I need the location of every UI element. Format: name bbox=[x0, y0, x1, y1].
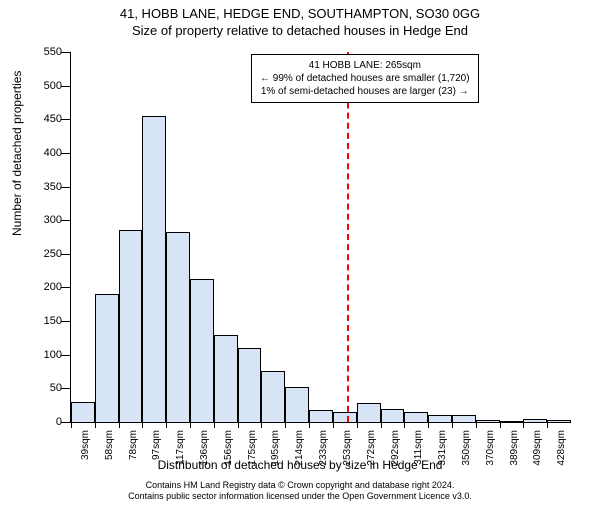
x-tick-label: 136sqm bbox=[199, 430, 210, 470]
attribution-text: Contains HM Land Registry data © Crown c… bbox=[0, 480, 600, 502]
x-tick bbox=[381, 422, 382, 428]
y-tick bbox=[61, 220, 71, 221]
x-tick-label: 253sqm bbox=[342, 430, 353, 470]
histogram-bar bbox=[404, 412, 428, 422]
x-tick bbox=[309, 422, 310, 428]
annotation-box: 41 HOBB LANE: 265sqm← 99% of detached ho… bbox=[251, 54, 479, 103]
histogram-bar bbox=[452, 415, 476, 422]
y-tick bbox=[61, 321, 71, 322]
y-tick-label: 300 bbox=[22, 214, 62, 226]
y-tick bbox=[61, 254, 71, 255]
x-tick-label: 195sqm bbox=[270, 430, 281, 470]
histogram-bar bbox=[71, 402, 95, 422]
y-tick bbox=[61, 355, 71, 356]
annotation-line3: 1% of semi-detached houses are larger (2… bbox=[260, 85, 470, 98]
property-marker-line bbox=[347, 52, 349, 422]
x-tick bbox=[190, 422, 191, 428]
x-tick bbox=[142, 422, 143, 428]
histogram-bar bbox=[500, 421, 524, 422]
y-tick bbox=[61, 187, 71, 188]
x-tick bbox=[452, 422, 453, 428]
x-tick bbox=[214, 422, 215, 428]
x-tick-label: 272sqm bbox=[366, 430, 377, 470]
y-tick bbox=[61, 119, 71, 120]
histogram-bar bbox=[357, 403, 381, 422]
x-tick bbox=[523, 422, 524, 428]
histogram-bar bbox=[309, 410, 333, 422]
y-tick-label: 150 bbox=[22, 315, 62, 327]
x-tick-label: 58sqm bbox=[104, 430, 115, 470]
annotation-line1: 41 HOBB LANE: 265sqm bbox=[260, 59, 470, 72]
x-tick bbox=[119, 422, 120, 428]
y-tick-label: 350 bbox=[22, 181, 62, 193]
x-tick bbox=[238, 422, 239, 428]
y-tick bbox=[61, 153, 71, 154]
histogram-bar bbox=[476, 420, 500, 422]
y-tick-label: 50 bbox=[22, 382, 62, 394]
chart-title-address: 41, HOBB LANE, HEDGE END, SOUTHAMPTON, S… bbox=[0, 6, 600, 21]
attribution-line1: Contains HM Land Registry data © Crown c… bbox=[0, 480, 600, 491]
histogram-bar bbox=[333, 412, 357, 422]
x-tick-label: 78sqm bbox=[128, 430, 139, 470]
y-tick bbox=[61, 388, 71, 389]
x-tick-label: 156sqm bbox=[223, 430, 234, 470]
x-tick bbox=[547, 422, 548, 428]
x-tick-label: 409sqm bbox=[532, 430, 543, 470]
x-tick-label: 370sqm bbox=[485, 430, 496, 470]
x-tick bbox=[261, 422, 262, 428]
x-tick bbox=[404, 422, 405, 428]
x-tick bbox=[500, 422, 501, 428]
y-tick bbox=[61, 86, 71, 87]
y-tick bbox=[61, 422, 71, 423]
chart-title-subtitle: Size of property relative to detached ho… bbox=[0, 23, 600, 38]
y-tick bbox=[61, 52, 71, 53]
y-tick-label: 400 bbox=[22, 147, 62, 159]
x-tick-label: 331sqm bbox=[437, 430, 448, 470]
histogram-bar bbox=[95, 294, 119, 422]
x-tick-label: 233sqm bbox=[318, 430, 329, 470]
histogram-bar bbox=[166, 232, 190, 422]
x-tick-label: 292sqm bbox=[390, 430, 401, 470]
histogram-bar bbox=[428, 415, 452, 422]
y-tick-label: 550 bbox=[22, 46, 62, 58]
plot-area: 41 HOBB LANE: 265sqm← 99% of detached ho… bbox=[70, 52, 571, 423]
x-tick-label: 175sqm bbox=[247, 430, 258, 470]
y-tick-label: 250 bbox=[22, 248, 62, 260]
x-tick-label: 428sqm bbox=[556, 430, 567, 470]
histogram-bar bbox=[381, 409, 405, 422]
x-tick bbox=[428, 422, 429, 428]
histogram-bar bbox=[214, 335, 238, 422]
x-tick-label: 350sqm bbox=[461, 430, 472, 470]
annotation-line2: ← 99% of detached houses are smaller (1,… bbox=[260, 72, 470, 85]
y-tick bbox=[61, 287, 71, 288]
x-tick-label: 39sqm bbox=[80, 430, 91, 470]
x-tick bbox=[476, 422, 477, 428]
y-tick-label: 100 bbox=[22, 349, 62, 361]
histogram-bar bbox=[142, 116, 166, 422]
x-tick-label: 311sqm bbox=[413, 430, 424, 470]
x-tick bbox=[285, 422, 286, 428]
x-tick bbox=[333, 422, 334, 428]
attribution-line2: Contains public sector information licen… bbox=[0, 491, 600, 502]
x-tick-label: 117sqm bbox=[175, 430, 186, 470]
histogram-chart: 41 HOBB LANE: 265sqm← 99% of detached ho… bbox=[70, 52, 570, 422]
x-tick bbox=[166, 422, 167, 428]
x-tick bbox=[95, 422, 96, 428]
histogram-bar bbox=[119, 230, 143, 422]
histogram-bar bbox=[190, 279, 214, 422]
histogram-bar bbox=[285, 387, 309, 422]
x-tick-label: 214sqm bbox=[294, 430, 305, 470]
x-tick-label: 97sqm bbox=[151, 430, 162, 470]
x-tick bbox=[71, 422, 72, 428]
histogram-bar bbox=[547, 420, 571, 422]
y-tick-label: 450 bbox=[22, 113, 62, 125]
y-tick-label: 0 bbox=[22, 416, 62, 428]
histogram-bar bbox=[238, 348, 262, 422]
histogram-bar bbox=[261, 371, 285, 422]
x-tick-label: 389sqm bbox=[509, 430, 520, 470]
x-tick bbox=[357, 422, 358, 428]
y-tick-label: 200 bbox=[22, 281, 62, 293]
y-tick-label: 500 bbox=[22, 80, 62, 92]
histogram-bar bbox=[523, 419, 547, 422]
